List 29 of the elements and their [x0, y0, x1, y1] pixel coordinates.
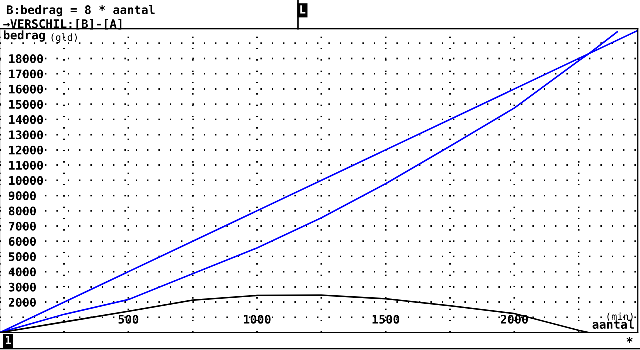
y-tick-label: 16000: [9, 84, 44, 94]
y-tick-label: 7000: [9, 222, 36, 231]
y-tick-label: 11000: [9, 161, 44, 170]
y-tick-label: 14000: [9, 115, 44, 124]
y-tick-label: 15000: [9, 100, 44, 110]
x-tick-label: 1500: [372, 315, 400, 324]
y-axis-title: bedrag: [4, 30, 46, 42]
y-tick-label: 2000: [8, 298, 36, 308]
y-tick-label: 5000: [9, 252, 36, 262]
y-tick-label: 17000: [9, 70, 44, 79]
text: *: [626, 337, 633, 343]
y-tick-label: 8000: [9, 206, 36, 216]
y-tick-label: 10000: [9, 176, 44, 186]
y-tick-label: 12000: [9, 146, 44, 155]
y-tick-label: 6000: [9, 237, 36, 246]
chart-title: B:bedrag = 8 * aantal: [7, 5, 155, 17]
y-tick-label: 13000: [9, 130, 44, 140]
x-axis-title: aantal: [592, 320, 634, 330]
annotation: (gld): [52, 34, 78, 44]
chart-subtitle: →VERSCHIL:[B]-[A]: [4, 19, 122, 30]
y-tick-label: 18000: [9, 54, 44, 64]
text: 1: [6, 336, 12, 344]
x-tick-label: 1000: [244, 315, 271, 324]
x-tick-label: 500: [118, 315, 139, 324]
y-tick-label: 9000: [8, 192, 36, 201]
text: L: [300, 6, 306, 14]
y-tick-label: 4000: [8, 268, 36, 277]
x-tick-label: 2000: [501, 315, 528, 324]
y-tick-label: 3000: [9, 282, 36, 292]
